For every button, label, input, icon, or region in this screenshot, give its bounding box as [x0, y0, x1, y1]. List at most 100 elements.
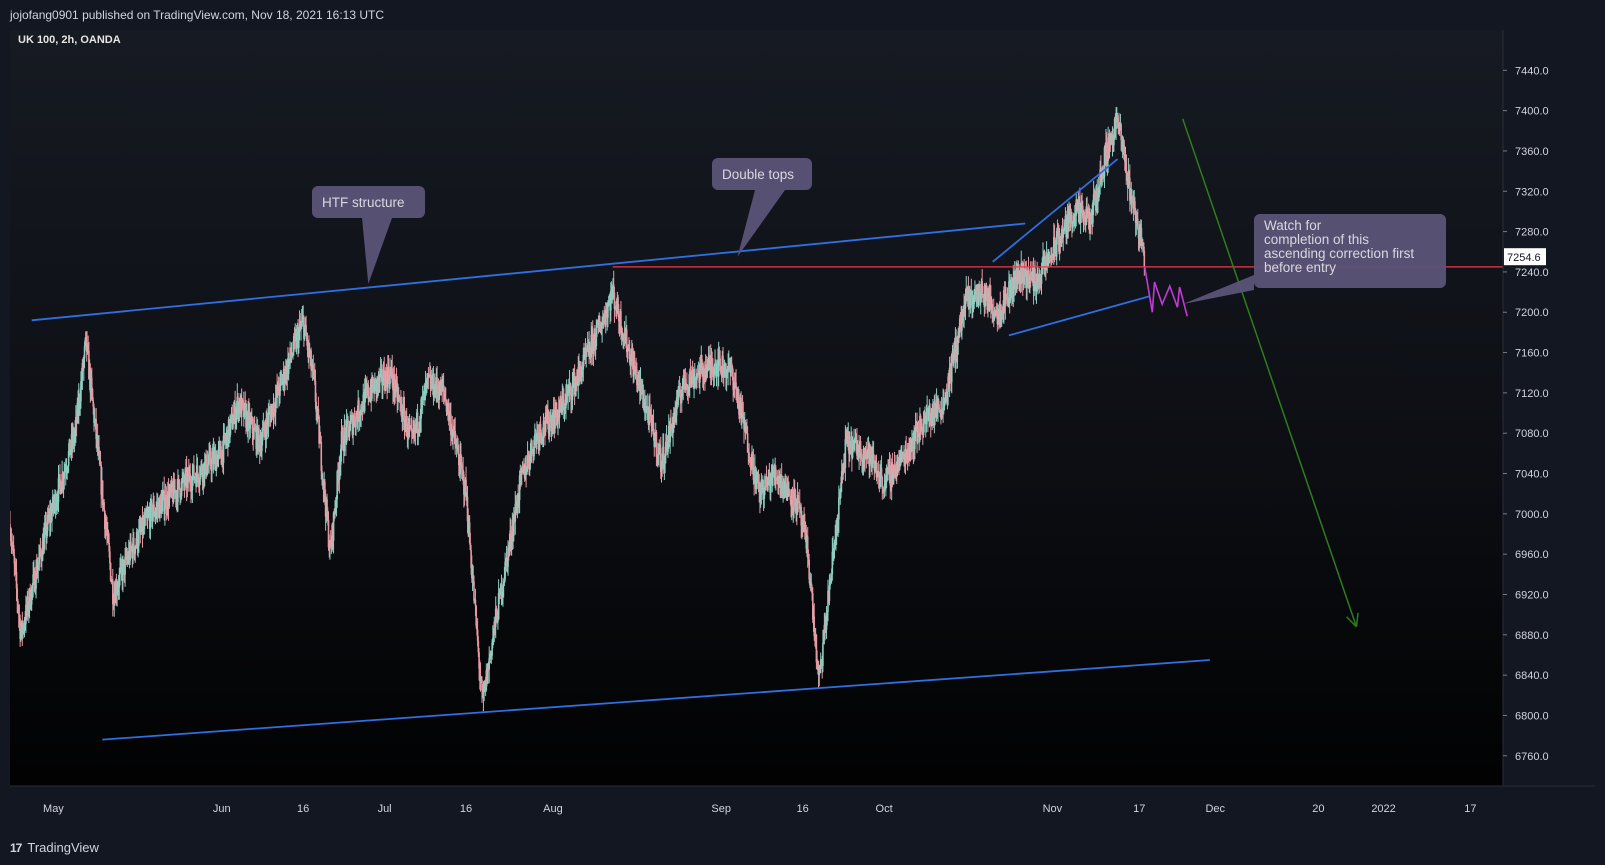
candle-body — [171, 482, 173, 491]
candle-body — [696, 373, 698, 381]
candle-body — [832, 549, 835, 551]
candle-body — [617, 314, 620, 322]
candle-body — [229, 416, 232, 424]
candle-body — [466, 496, 469, 522]
candle-body — [791, 488, 794, 510]
candle-body — [329, 540, 332, 547]
candle-body — [880, 467, 883, 478]
candle-body — [505, 557, 507, 562]
candle-body — [694, 376, 697, 380]
symbol-label[interactable]: UK 100, 2h, OANDA — [18, 34, 121, 46]
price-chart[interactable]: HTF structure Double tops Watch forcomplet… — [10, 30, 1595, 830]
candle-body — [190, 483, 192, 491]
candle-body — [69, 439, 71, 455]
candle-body — [1087, 211, 1090, 218]
candle-body — [637, 374, 640, 382]
callout-box — [1254, 214, 1446, 288]
candle-body — [855, 437, 858, 441]
candle-body — [195, 465, 198, 487]
candle-body — [937, 404, 940, 408]
candle-body — [308, 342, 310, 356]
candle-body — [503, 579, 506, 584]
candle-body — [1092, 202, 1094, 224]
candle-body — [261, 429, 264, 441]
candle-body — [181, 479, 184, 482]
candle-body — [798, 502, 801, 510]
candle-body — [145, 512, 147, 518]
tradingview-logo-icon[interactable]: 17 — [10, 840, 22, 855]
candle-body — [222, 435, 225, 463]
candle-body — [418, 429, 420, 431]
candle-body — [921, 426, 923, 435]
candle-body — [219, 446, 222, 458]
candle-body — [235, 406, 238, 417]
candle-body — [1105, 142, 1108, 162]
price-tick-label: 7120.0 — [1515, 388, 1549, 400]
candle-body — [852, 444, 855, 446]
candle-body — [444, 398, 447, 401]
candle-body — [567, 390, 569, 397]
candle-body — [198, 479, 201, 484]
candle-body — [315, 401, 318, 412]
candle-body — [995, 309, 998, 311]
candle-body — [492, 638, 494, 643]
candle-body — [326, 517, 329, 520]
price-tick-label: 7080.0 — [1515, 428, 1549, 440]
candle-body — [280, 376, 283, 379]
candle-body — [626, 350, 629, 352]
candle-body — [117, 587, 119, 592]
brand-name[interactable]: TradingView — [27, 840, 99, 855]
candle-body — [20, 634, 22, 639]
candle-body — [815, 634, 818, 663]
candle-body — [597, 320, 600, 328]
candle-body — [1008, 281, 1011, 301]
chart-area[interactable]: HTF structure Double tops Watch for complet… — [10, 30, 1595, 830]
candle-body — [14, 563, 16, 568]
time-tick-label: Sep — [711, 803, 731, 815]
candle-body — [999, 303, 1002, 322]
candle-body — [534, 434, 536, 441]
candle-body — [196, 465, 199, 475]
candle-body — [130, 541, 132, 549]
candle-body — [154, 513, 157, 516]
candle-body — [682, 378, 685, 388]
candle-body — [922, 423, 925, 436]
candle-body — [456, 446, 459, 448]
candle-body — [988, 288, 991, 311]
candle-body — [628, 346, 630, 349]
candle-body — [898, 461, 901, 470]
candle-body — [1022, 271, 1025, 283]
candle-body — [396, 382, 399, 402]
candle-body — [882, 488, 884, 491]
candle-body — [340, 449, 342, 465]
candle-body — [46, 531, 48, 538]
candle-body — [877, 474, 880, 477]
candle-body — [731, 366, 734, 377]
candle-body — [13, 555, 16, 564]
candle-body — [853, 440, 856, 442]
candle-body — [1034, 268, 1036, 283]
candle-body — [107, 531, 110, 543]
candle-body — [17, 601, 19, 610]
candle-body — [959, 318, 962, 320]
candle-body — [402, 404, 404, 422]
candle-body — [746, 433, 749, 453]
candle-body — [659, 447, 662, 472]
candle-body — [312, 364, 315, 372]
candle-body — [197, 474, 200, 482]
candle-body — [190, 490, 193, 492]
candle-body — [952, 351, 955, 364]
candle-body — [846, 431, 848, 433]
price-tick-label: 6800.0 — [1515, 710, 1549, 722]
candle-body — [182, 474, 185, 483]
candle-body — [738, 394, 740, 415]
candle-body — [735, 389, 738, 392]
candle-body — [837, 519, 839, 531]
candle-body — [607, 301, 610, 306]
candle-body — [526, 469, 528, 475]
candle-body — [858, 444, 860, 459]
candle-body — [98, 452, 101, 465]
candle-body — [448, 415, 451, 419]
candle-body — [383, 370, 386, 386]
candle-body — [374, 378, 376, 394]
